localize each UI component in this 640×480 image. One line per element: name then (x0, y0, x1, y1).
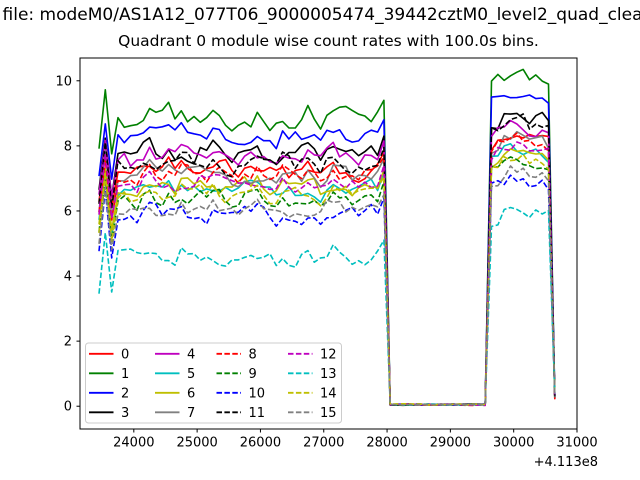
legend-label-0: 0 (121, 347, 129, 362)
series-line-14 (98, 153, 556, 406)
y-tick-label: 2 (64, 335, 72, 350)
y-tick-label: 10 (55, 74, 72, 89)
legend-label-15: 15 (320, 406, 337, 421)
legend-label-5: 5 (187, 367, 195, 382)
legend-box (85, 342, 342, 424)
y-tick-label: 0 (64, 400, 72, 415)
legend-label-7: 7 (187, 406, 195, 421)
series-line-15 (98, 165, 556, 406)
x-tick-label: 24000 (113, 436, 154, 451)
legend-label-10: 10 (249, 386, 266, 401)
legend-label-1: 1 (121, 367, 129, 382)
y-tick-label: 6 (64, 204, 72, 219)
x-tick-label: 28000 (366, 436, 407, 451)
legend-label-12: 12 (320, 347, 337, 362)
x-tick-label: 26000 (240, 436, 281, 451)
x-tick-label: 30000 (493, 436, 534, 451)
y-tick-label: 8 (64, 139, 72, 154)
x-tick-label: 29000 (430, 436, 471, 451)
series-line-11 (98, 113, 556, 406)
x-tick-label: 27000 (303, 436, 344, 451)
axes-box (79, 57, 578, 430)
legend-label-14: 14 (320, 386, 337, 401)
legend-label-13: 13 (320, 367, 337, 382)
x-axis-ticks: 24000 25000 26000 27000 28000 29000 30000 31000 (113, 429, 598, 451)
axes-title: Quadrant 0 module wise count rates with … (118, 32, 539, 50)
x-axis-offset-label: +4.113e8 (534, 455, 598, 470)
legend-label-2: 2 (121, 386, 129, 401)
x-tick-label: 31000 (556, 436, 597, 451)
legend-label-9: 9 (249, 367, 257, 382)
legend-label-4: 4 (187, 347, 195, 362)
y-tick-label: 4 (64, 270, 72, 285)
x-tick-label: 25000 (176, 436, 217, 451)
series-lines (98, 68, 556, 407)
legend-label-8: 8 (249, 347, 257, 362)
legend-label-11: 11 (249, 406, 266, 421)
suptitle: a file: modeM0/AS1A12_077T06_9000005474_… (0, 5, 640, 25)
legend-label-3: 3 (121, 406, 129, 421)
y-axis-ticks: 0 2 4 6 8 10 (55, 74, 80, 415)
legend-label-6: 6 (187, 386, 195, 401)
